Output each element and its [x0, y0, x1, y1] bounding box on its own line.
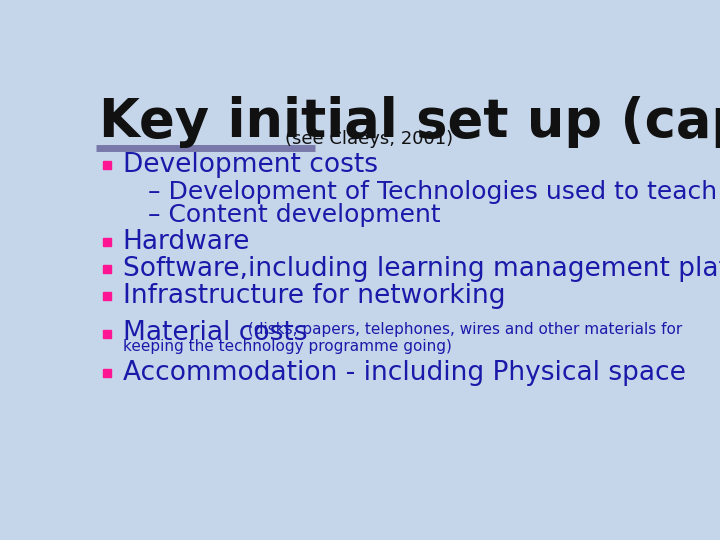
Text: – Content development: – Content development	[148, 203, 441, 227]
Bar	[103, 292, 111, 300]
Bar	[103, 369, 111, 377]
Text: Key initial set up (capital) costs:: Key initial set up (capital) costs:	[99, 96, 720, 147]
Text: – Development of Technologies used to teach: – Development of Technologies used to te…	[148, 180, 717, 204]
Text: Development costs: Development costs	[122, 152, 377, 178]
Text: Accommodation - including Physical space: Accommodation - including Physical space	[122, 360, 685, 386]
Text: (see Claeys, 2001): (see Claeys, 2001)	[285, 130, 453, 148]
Bar	[103, 265, 111, 273]
Text: Software,including learning management platforms: Software,including learning management p…	[122, 256, 720, 282]
Bar	[103, 330, 111, 338]
Text: Material costs: Material costs	[122, 320, 307, 346]
Bar	[103, 161, 111, 168]
Text: (disks, papers, telephones, wires and other materials for: (disks, papers, telephones, wires and ot…	[243, 322, 682, 337]
Bar	[103, 238, 111, 246]
Text: keeping the technology programme going): keeping the technology programme going)	[122, 339, 451, 354]
Text: Infrastructure for networking: Infrastructure for networking	[122, 283, 505, 309]
Text: Hardware: Hardware	[122, 229, 250, 255]
